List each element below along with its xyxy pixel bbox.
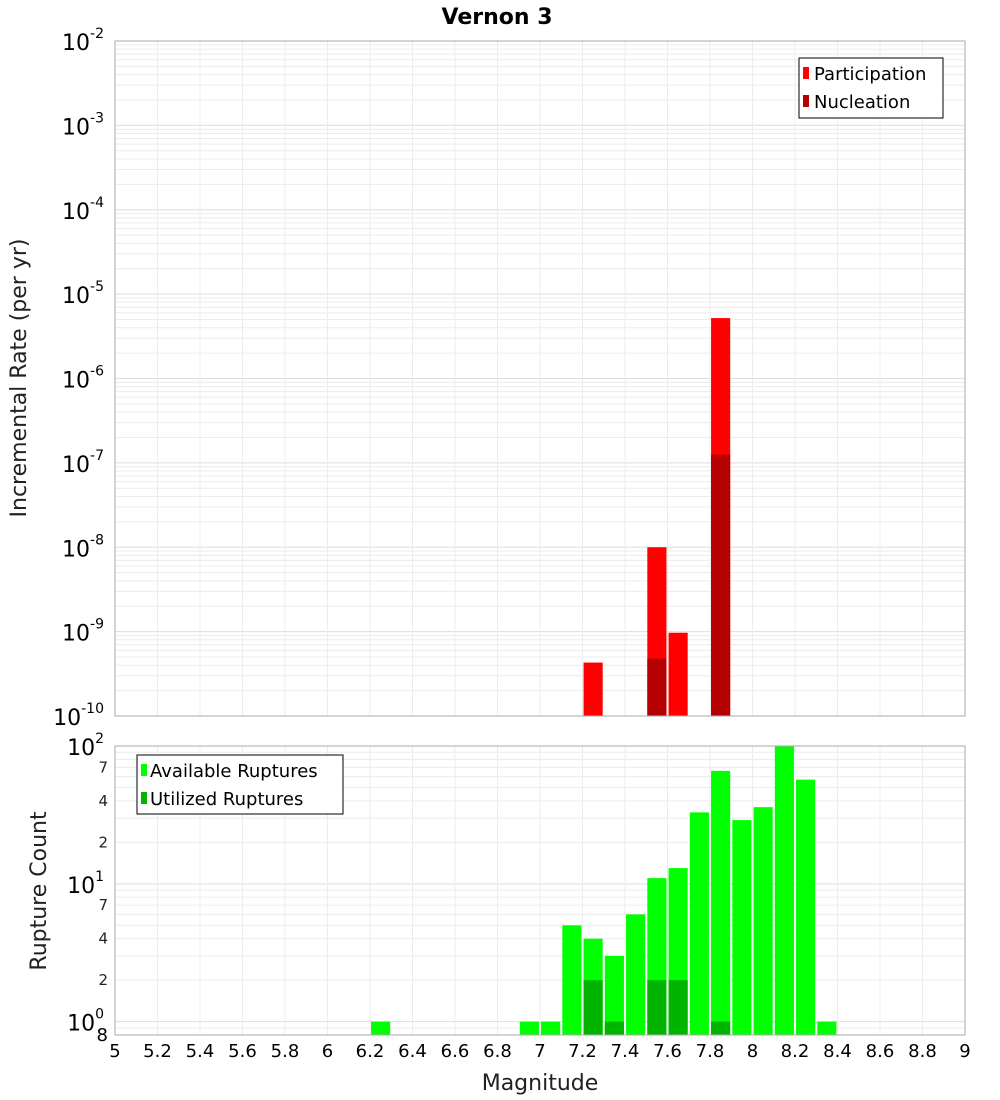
x-tick-label: 7.8 [696, 1041, 725, 1062]
bottom-plot-frame [114, 745, 966, 1036]
x-axis-label: Magnitude [482, 1071, 599, 1096]
x-tick-label: 5.8 [271, 1041, 300, 1062]
available-ruptures-bar [774, 746, 794, 1035]
available-ruptures-bar [626, 914, 646, 1035]
bottom-y-tick-label: 8 [97, 1025, 108, 1046]
available-ruptures-bar [732, 820, 752, 1035]
top-y-tick-label: 10-4 [62, 195, 104, 225]
x-tick-label: 7.4 [611, 1041, 640, 1062]
x-tick-label: 5 [109, 1041, 120, 1062]
x-tick-label: 8.4 [823, 1041, 852, 1062]
available-ruptures-bar [562, 925, 582, 1035]
top-y-tick-label: 10-6 [62, 364, 104, 394]
x-tick-labels: 5 5.2 5.4 5.6 5.8 6 6.2 6.4 6.6 6.8 7 7.2 7.4 7.6 7.8 8… [109, 1041, 970, 1062]
top-y-tick-label: 10-8 [62, 532, 104, 562]
bottom-bars [371, 746, 837, 1035]
top-legend: Participation Nucleation [798, 57, 944, 119]
available-ruptures-bar [796, 779, 816, 1035]
x-tick-label: 8.8 [908, 1041, 937, 1062]
participation-bar [583, 662, 603, 716]
top-y-axis-label: Incremental Rate (per yr) [7, 239, 32, 518]
nucleation-bar [711, 454, 731, 716]
top-y-tick-label: 10-3 [62, 110, 104, 140]
top-plot-frame [114, 40, 966, 717]
x-tick-label: 6.2 [356, 1041, 385, 1062]
bottom-y-tick-label: 4 [98, 792, 108, 810]
utilized-ruptures-bar [604, 1021, 624, 1035]
top-gridlines [114, 41, 966, 716]
bottom-y-tick-label: 2 [98, 833, 108, 851]
bottom-y-tick-label: 2 [98, 971, 108, 989]
top-bars [583, 318, 731, 716]
available-ruptures-bar [519, 1021, 539, 1035]
x-tick-label: 6 [322, 1041, 333, 1062]
utilized-ruptures-bar [668, 980, 688, 1035]
top-y-tick-label: 10-9 [62, 617, 104, 647]
top-y-tick-label: 10-5 [62, 279, 104, 309]
x-tick-label: 9 [959, 1041, 970, 1062]
x-tick-label: 8 [747, 1041, 758, 1062]
legend-label-available: Available Ruptures [150, 761, 318, 782]
x-tick-label: 7.6 [653, 1041, 682, 1062]
x-tick-label: 5.6 [228, 1041, 257, 1062]
bottom-y-tick-label: 7 [98, 896, 108, 914]
available-ruptures-bar [753, 807, 773, 1035]
legend-swatch-available [141, 764, 147, 776]
participation-bar [668, 632, 688, 716]
utilized-ruptures-bar [711, 1021, 731, 1035]
available-ruptures-bar [689, 812, 709, 1035]
bottom-y-tick-label: 7 [98, 758, 108, 776]
bottom-y-tick-label: 4 [98, 930, 108, 948]
utilized-ruptures-bar [583, 980, 603, 1035]
x-tick-label: 7.2 [568, 1041, 597, 1062]
legend-label-nucleation: Nucleation [814, 92, 910, 113]
x-tick-label: 6.6 [441, 1041, 470, 1062]
available-ruptures-bar [604, 955, 624, 1035]
bottom-legend-box [136, 754, 344, 815]
available-ruptures-bar [817, 1021, 837, 1035]
available-ruptures-bar [711, 770, 731, 1035]
legend-label-participation: Participation [814, 64, 926, 85]
available-ruptures-bar [371, 1021, 391, 1035]
x-tick-label: 5.4 [186, 1041, 215, 1062]
top-y-tick-label: 10-2 [62, 26, 104, 56]
legend-swatch-participation [803, 67, 809, 79]
bottom-y-tick-label: 102 [67, 731, 104, 761]
legend-swatch-utilized [141, 792, 147, 804]
x-tick-label: 5.2 [143, 1041, 172, 1062]
x-tick-label: 6.8 [483, 1041, 512, 1062]
nucleation-bar [647, 658, 667, 716]
top-y-tick-label: 10-10 [53, 701, 104, 731]
top-legend-box [798, 57, 944, 119]
bottom-legend: Available Ruptures Utilized Ruptures [136, 754, 344, 815]
top-y-tick-labels: 10-2 10-3 10-4 10-5 10-6 10-7 10-8 10-9 10-10 [53, 26, 104, 731]
bottom-y-axis-label: Rupture Count [27, 811, 52, 971]
chart-title: Vernon 3 [442, 5, 553, 30]
top-panel: 10-2 10-3 10-4 10-5 10-6 10-7 10-8 10-9 10-10 In… [7, 26, 966, 731]
legend-swatch-nucleation [803, 95, 809, 107]
top-y-tick-label: 10-7 [62, 448, 104, 478]
x-tick-label: 6.4 [398, 1041, 427, 1062]
available-ruptures-bar [541, 1021, 561, 1035]
legend-label-utilized: Utilized Ruptures [150, 789, 303, 810]
x-tick-label: 8.6 [866, 1041, 895, 1062]
x-tick-label: 8.2 [781, 1041, 810, 1062]
bottom-y-tick-label: 100 [67, 1007, 104, 1037]
bottom-y-tick-label: 101 [67, 869, 104, 899]
utilized-ruptures-bar [647, 980, 667, 1035]
x-tick-label: 7 [534, 1041, 545, 1062]
